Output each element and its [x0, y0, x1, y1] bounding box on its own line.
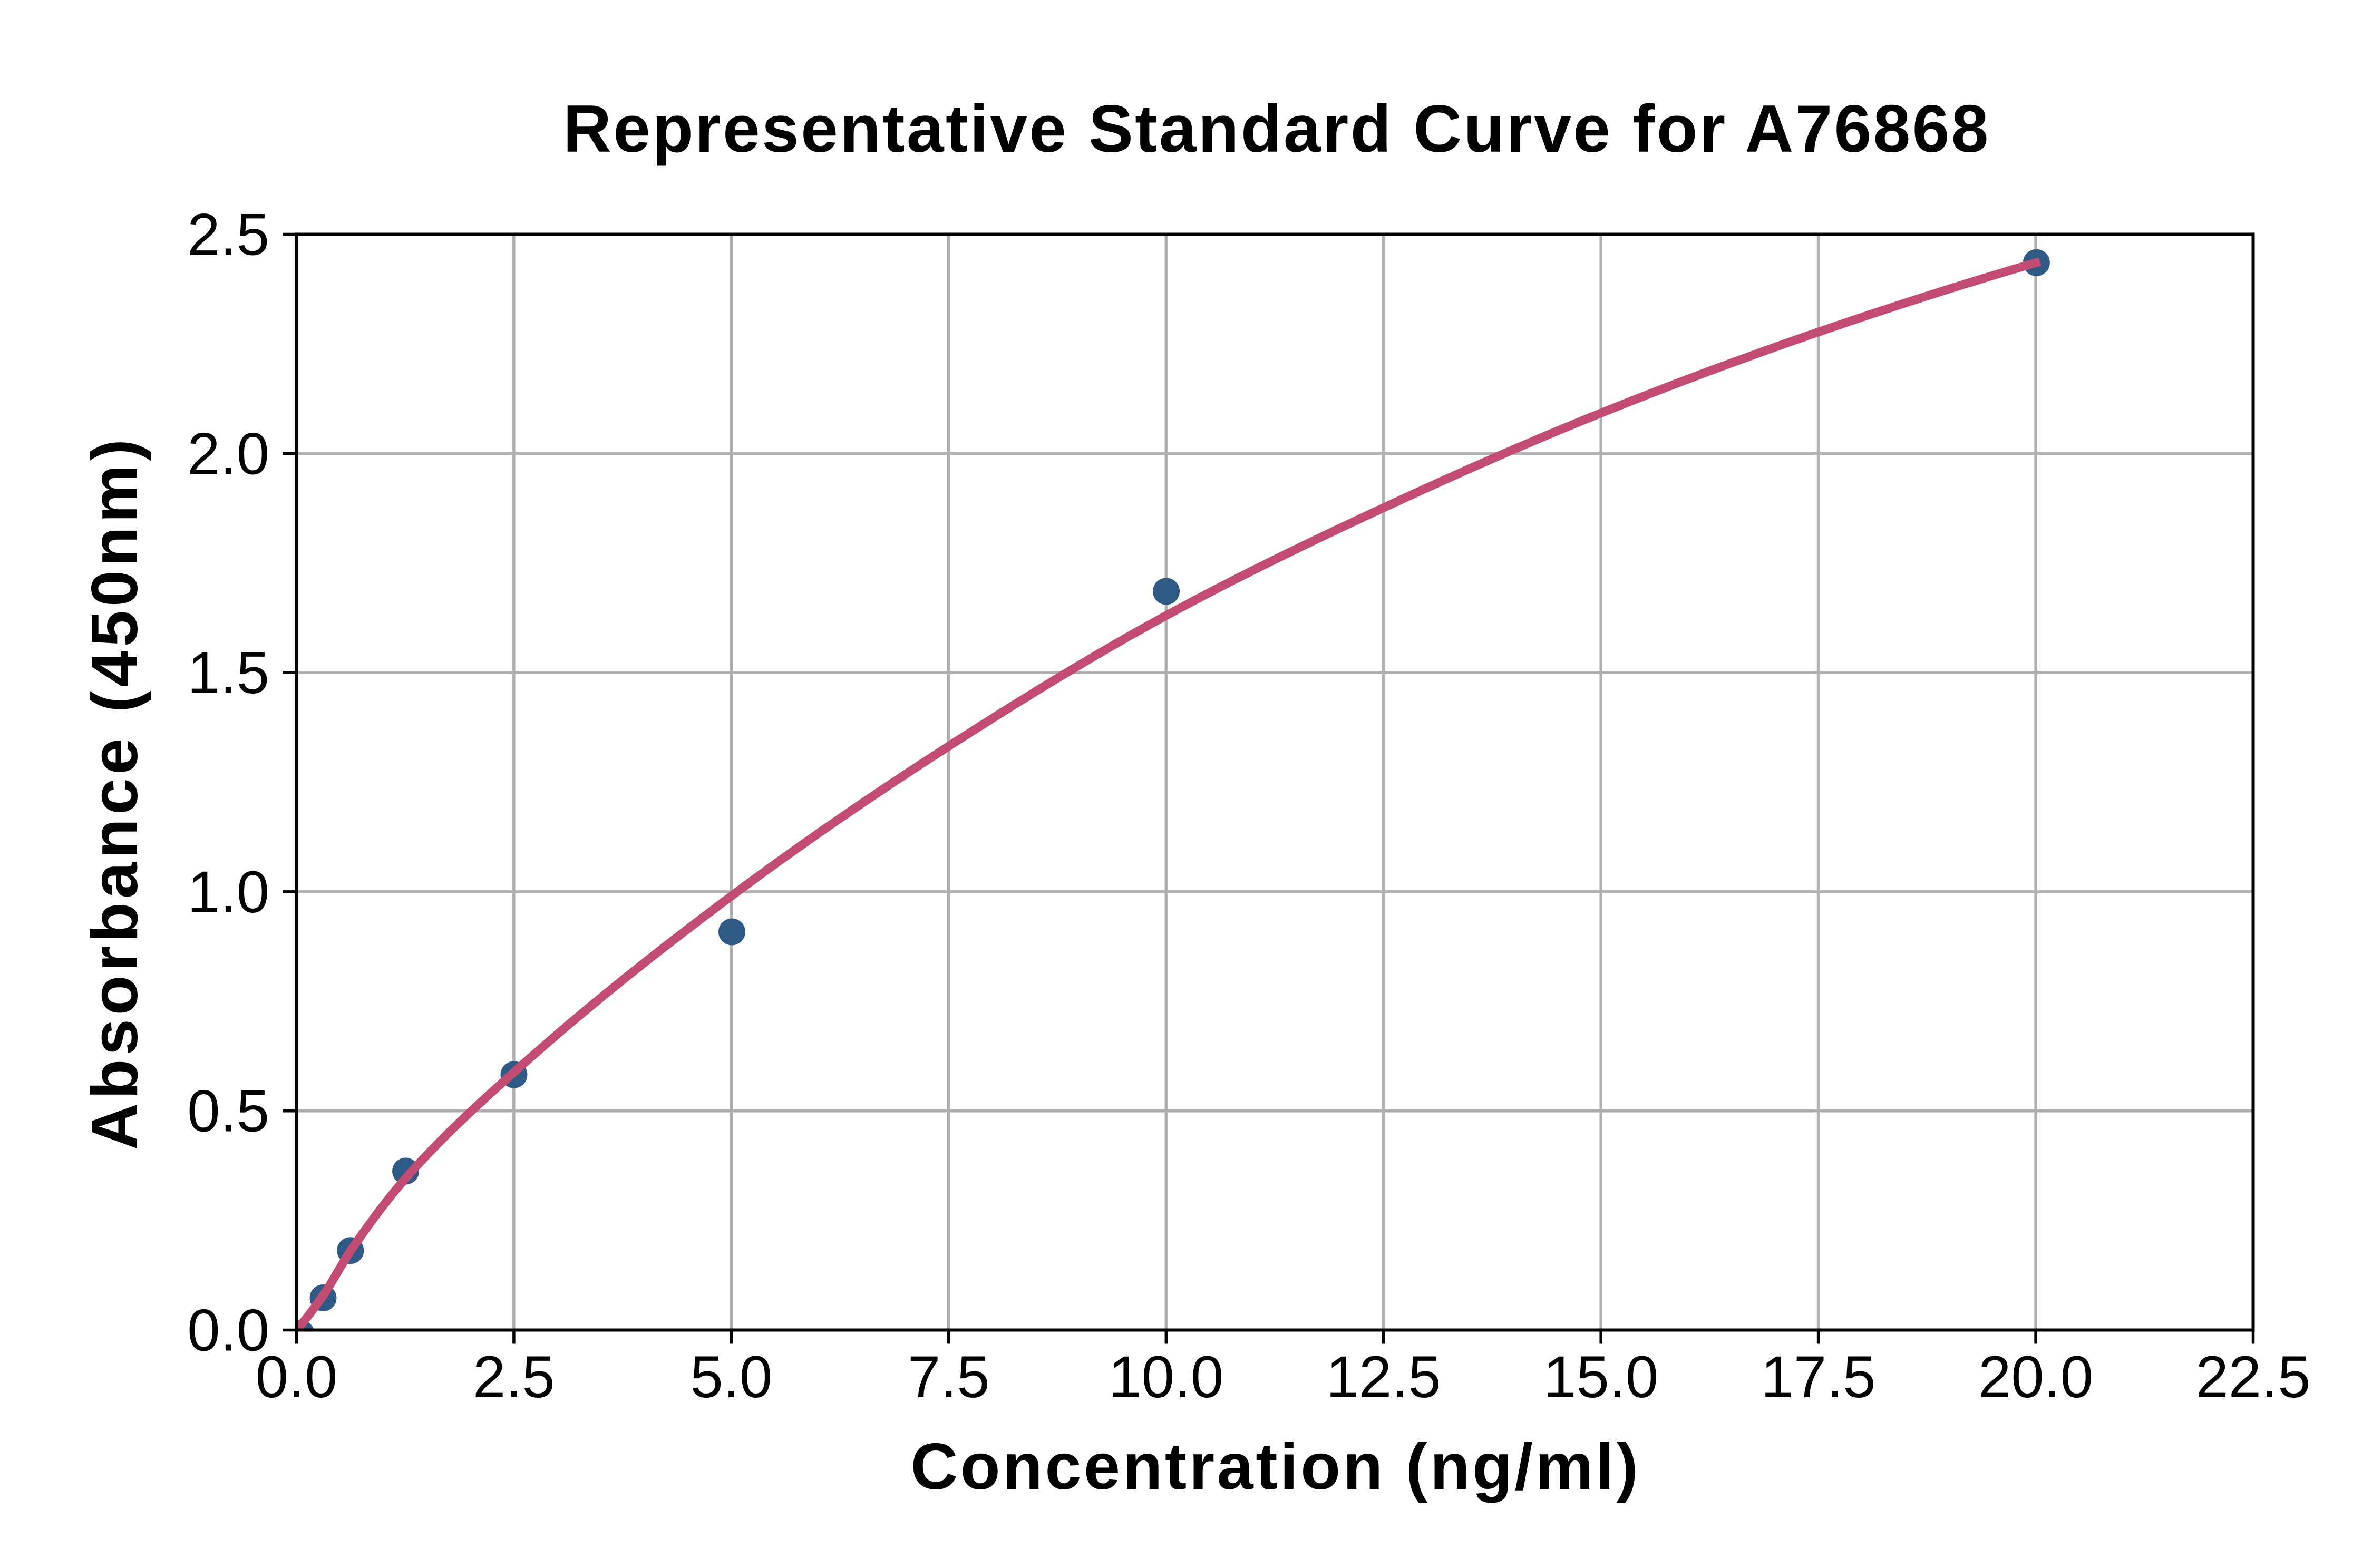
svg-text:1.5: 1.5 [187, 640, 269, 706]
svg-text:Representative Standard Curve: Representative Standard Curve for A76868 [563, 91, 1990, 166]
svg-text:0.5: 0.5 [187, 1078, 269, 1144]
svg-text:22.5: 22.5 [2196, 1344, 2311, 1410]
svg-text:10.0: 10.0 [1109, 1344, 1223, 1410]
svg-text:0.0: 0.0 [256, 1344, 338, 1410]
svg-text:15.0: 15.0 [1543, 1344, 1658, 1410]
svg-text:2.5: 2.5 [187, 202, 269, 268]
svg-text:Absorbance (450nm): Absorbance (450nm) [79, 435, 151, 1150]
svg-text:5.0: 5.0 [691, 1344, 773, 1410]
svg-text:7.5: 7.5 [908, 1344, 990, 1410]
svg-text:Concentration (ng/ml): Concentration (ng/ml) [911, 1430, 1641, 1503]
svg-text:17.5: 17.5 [1761, 1344, 1876, 1410]
svg-text:12.5: 12.5 [1326, 1344, 1441, 1410]
svg-text:20.0: 20.0 [1978, 1344, 2093, 1410]
svg-text:2.0: 2.0 [187, 421, 269, 486]
svg-text:0.0: 0.0 [187, 1298, 269, 1364]
svg-text:2.5: 2.5 [473, 1344, 555, 1410]
svg-text:1.0: 1.0 [187, 859, 269, 925]
